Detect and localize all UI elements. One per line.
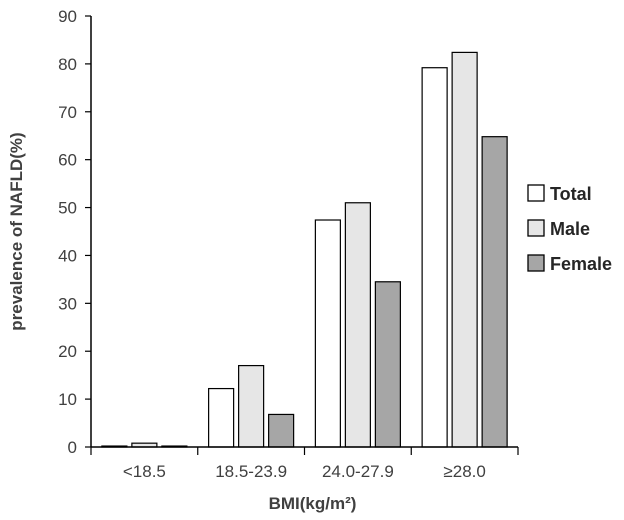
y-tick-label: 0 <box>68 438 77 457</box>
x-tick-label: 18.5-23.9 <box>215 462 287 481</box>
y-tick-label: 80 <box>58 55 77 74</box>
y-tick-label: 90 <box>58 7 77 26</box>
y-tick-label: 20 <box>58 342 77 361</box>
x-tick-label: 24.0-27.9 <box>322 462 394 481</box>
y-tick-label: 10 <box>58 390 77 409</box>
y-tick-label: 70 <box>58 103 77 122</box>
bar-total-2 <box>314 219 341 448</box>
legend-swatch-total <box>527 184 545 202</box>
y-tick-label: 60 <box>58 151 77 170</box>
y-axis-title: prevalence of NAFLD(%) <box>7 132 26 330</box>
bar-female-3 <box>481 136 508 448</box>
y-tick-label: 30 <box>58 294 77 313</box>
bar-male-1 <box>238 364 265 448</box>
bars <box>101 51 508 448</box>
legend-swatch-female <box>527 254 545 272</box>
bar-total-1 <box>208 387 235 448</box>
x-tick-label: ≥28.0 <box>443 462 485 481</box>
legend-label-male: Male <box>550 219 590 239</box>
legend-swatch-male <box>527 219 545 237</box>
bar-male-3 <box>451 51 478 448</box>
bar-female-2 <box>374 281 401 448</box>
y-axis: 0 10 20 30 40 50 60 70 80 90 <box>58 7 92 457</box>
x-tick-label: <18.5 <box>123 462 166 481</box>
y-tick-label: 40 <box>58 246 77 265</box>
x-axis-title: BMI(kg/m²) <box>269 494 357 513</box>
legend-label-female: Female <box>550 254 612 274</box>
legend: Total Male Female <box>527 184 612 274</box>
bar-male-2 <box>344 202 371 448</box>
legend-label-total: Total <box>550 184 592 204</box>
bar-total-3 <box>421 67 448 448</box>
x-axis: <18.5 18.5-23.9 24.0-27.9 ≥28.0 <box>90 446 519 481</box>
bar-female-1 <box>268 413 295 448</box>
y-tick-label: 50 <box>58 199 77 218</box>
